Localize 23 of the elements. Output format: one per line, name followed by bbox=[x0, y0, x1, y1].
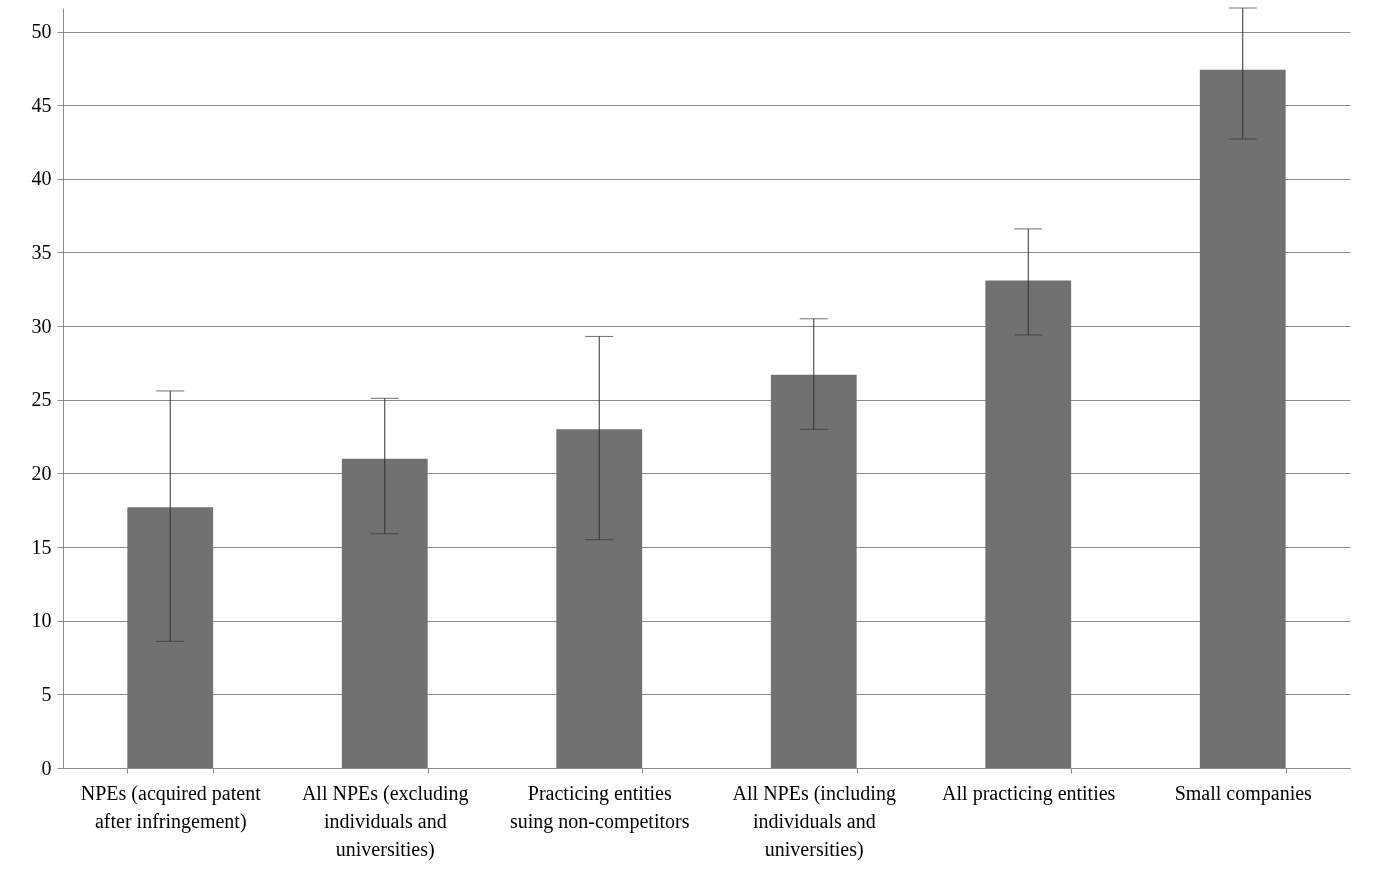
y-tick-label: 10 bbox=[31, 609, 52, 632]
y-tick-label: 20 bbox=[31, 461, 52, 484]
y-tick-label: 35 bbox=[31, 241, 52, 263]
x-tick-label: All NPEs (excluding individuals and universities) bbox=[301, 781, 469, 861]
x-tick-label: Practicing entities suing non-competitors bbox=[510, 781, 690, 833]
x-tick-label: Small companies bbox=[1174, 781, 1313, 805]
bar bbox=[1199, 69, 1286, 768]
y-tick-label: 5 bbox=[41, 682, 52, 705]
y-tick-label: 15 bbox=[31, 535, 52, 558]
bar bbox=[341, 458, 428, 768]
y-tick-label: 45 bbox=[31, 93, 52, 116]
y-tick-label: 30 bbox=[31, 314, 52, 337]
y-tick-label: 40 bbox=[31, 167, 52, 190]
bar bbox=[770, 374, 857, 768]
y-tick-label: 25 bbox=[31, 388, 52, 411]
bar bbox=[985, 280, 1072, 768]
y-tick-label: 50 bbox=[31, 20, 52, 43]
x-tick-label: All practicing entities bbox=[942, 781, 1116, 805]
x-tick-label: NPEs (acquired patent after infringement) bbox=[80, 781, 262, 833]
bar bbox=[127, 507, 214, 768]
x-tick-label: All NPEs (including individuals and universities) bbox=[732, 781, 896, 861]
y-tick-label: 0 bbox=[41, 756, 52, 779]
bar bbox=[556, 429, 643, 768]
